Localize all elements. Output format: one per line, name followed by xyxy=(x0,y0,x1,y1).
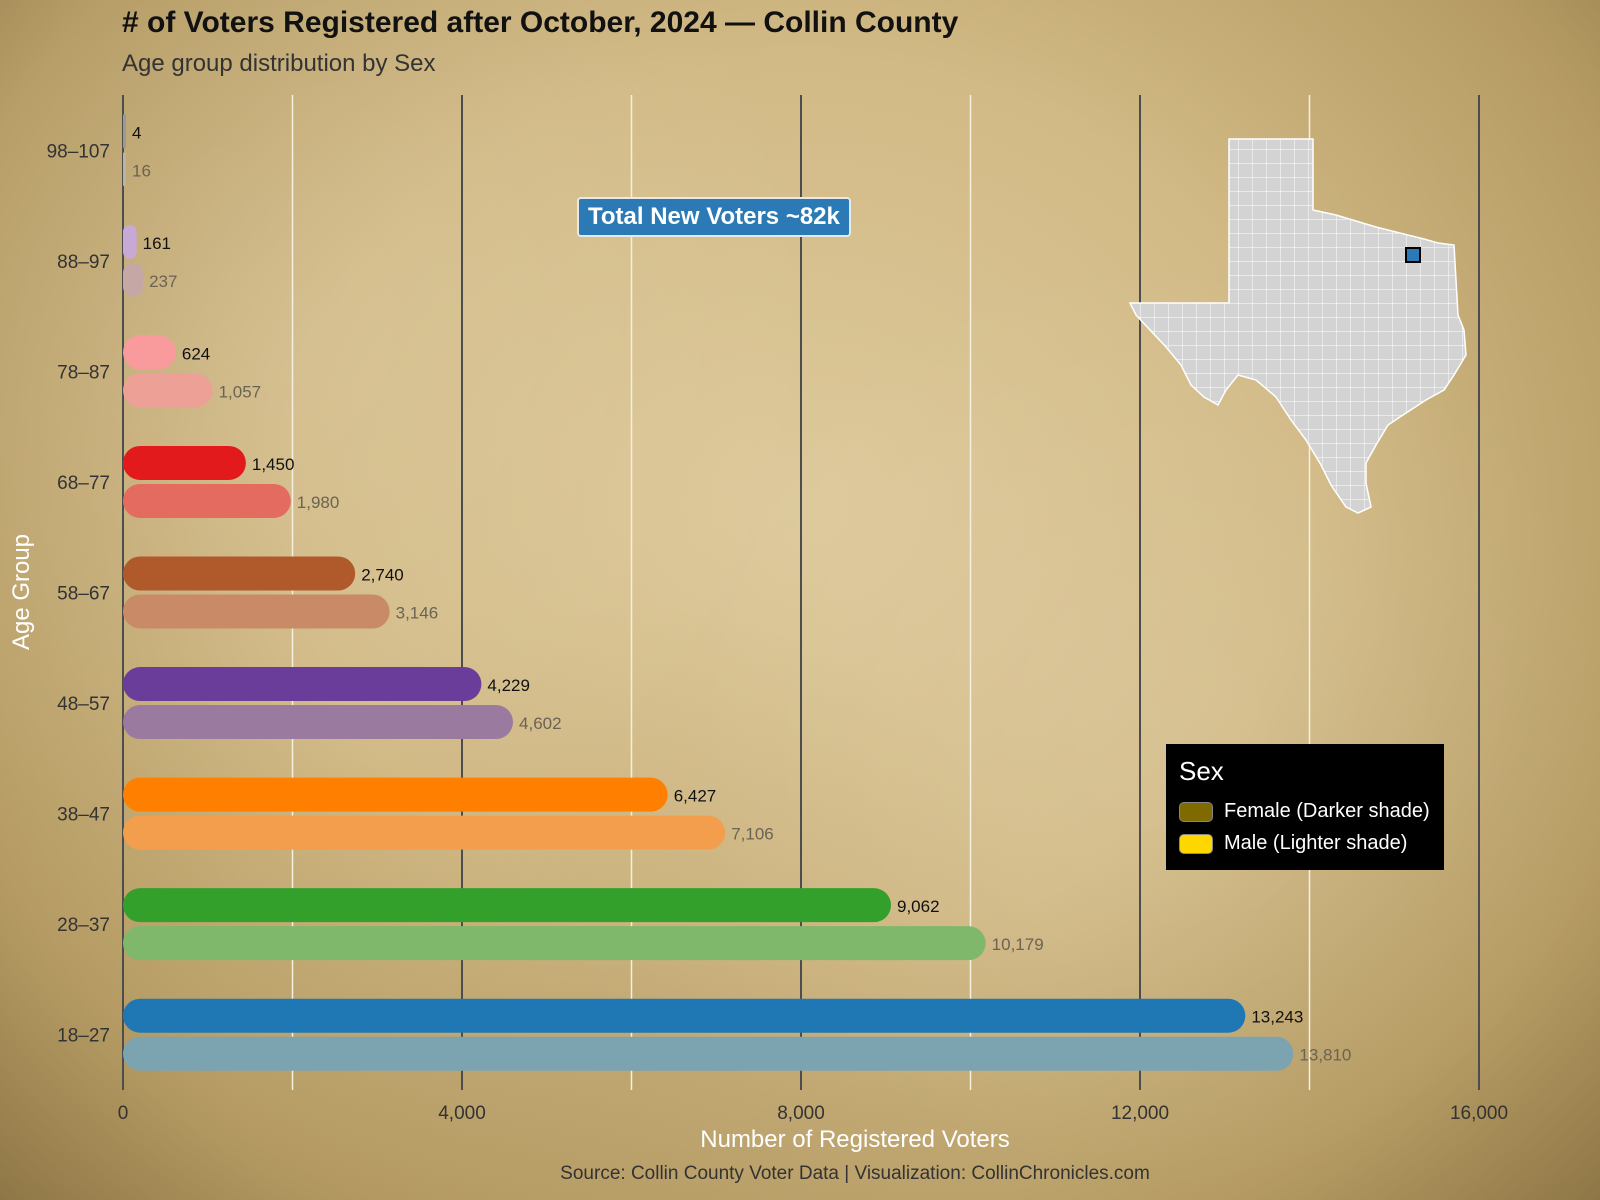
data-label-female: 9,062 xyxy=(897,897,940,916)
data-label-female: 624 xyxy=(182,344,210,363)
legend-title: Sex xyxy=(1179,756,1224,786)
data-label-male: 1,057 xyxy=(219,382,262,401)
y-tick-label: 68–77 xyxy=(57,473,110,494)
bar-female xyxy=(123,114,126,149)
bar-female xyxy=(123,556,356,591)
bar-male xyxy=(123,1036,1294,1071)
x-tick-label: 8,000 xyxy=(777,1103,825,1124)
x-tick-label: 16,000 xyxy=(1450,1103,1508,1124)
y-tick-label: 88–97 xyxy=(57,252,110,273)
county-grid xyxy=(1130,139,1466,513)
bar-female xyxy=(123,777,668,812)
data-label-male: 7,106 xyxy=(731,825,774,844)
chart-subtitle: Age group distribution by Sex xyxy=(122,50,436,77)
data-label-male: 13,810 xyxy=(1299,1046,1351,1065)
legend: Sex Female (Darker shade) Male (Lighter … xyxy=(1166,744,1444,870)
bar-male xyxy=(123,152,126,187)
y-tick-label: 28–37 xyxy=(57,915,110,936)
data-label-female: 6,427 xyxy=(674,787,717,806)
bar-female xyxy=(123,224,137,259)
y-tick-label: 38–47 xyxy=(57,805,110,826)
bar-male xyxy=(123,373,213,408)
data-label-female: 4 xyxy=(132,123,141,142)
data-label-female: 4,229 xyxy=(487,676,530,695)
bar-female xyxy=(123,445,246,480)
bar-male xyxy=(123,594,390,629)
bar-female xyxy=(123,667,482,702)
total-annotation: Total New Voters ~82k xyxy=(577,197,851,237)
y-tick-label: 78–87 xyxy=(57,362,110,383)
x-tick-label: 0 xyxy=(118,1103,129,1124)
x-tick-label: 4,000 xyxy=(438,1103,486,1124)
data-label-female: 161 xyxy=(143,234,171,253)
y-tick-label: 58–67 xyxy=(57,584,110,605)
data-label-male: 4,602 xyxy=(519,714,562,733)
bar-female xyxy=(123,998,1246,1033)
bar-male xyxy=(123,926,986,961)
bar-male xyxy=(123,815,726,850)
chart-title: # of Voters Registered after October, 20… xyxy=(122,6,959,39)
y-tick-label: 18–27 xyxy=(57,1026,110,1047)
x-tick-label: 12,000 xyxy=(1111,1103,1169,1124)
data-label-male: 10,179 xyxy=(992,935,1044,954)
legend-swatch-male xyxy=(1179,834,1213,854)
legend-label-female: Female (Darker shade) xyxy=(1224,800,1430,822)
legend-swatch-female xyxy=(1179,802,1213,822)
y-tick-label: 48–57 xyxy=(57,694,110,715)
bar-female xyxy=(123,888,892,923)
bar-male xyxy=(123,262,144,297)
y-tick-label: 98–107 xyxy=(47,141,110,162)
data-label-female: 1,450 xyxy=(252,455,295,474)
y-axis-label: Age Group xyxy=(8,533,35,651)
data-label-male: 16 xyxy=(132,161,151,180)
bar-female xyxy=(123,335,176,370)
bar-male xyxy=(123,705,514,740)
legend-label-male: Male (Lighter shade) xyxy=(1224,832,1408,854)
data-label-male: 237 xyxy=(149,272,177,291)
texas-inset-map xyxy=(1128,138,1467,514)
data-label-male: 3,146 xyxy=(396,604,439,623)
collin-county-marker xyxy=(1405,247,1421,263)
data-label-male: 1,980 xyxy=(297,493,340,512)
x-axis-label: Number of Registered Voters xyxy=(700,1126,1010,1153)
source-caption: Source: Collin County Voter Data | Visua… xyxy=(560,1163,1150,1184)
data-label-female: 2,740 xyxy=(361,566,404,585)
data-label-female: 13,243 xyxy=(1251,1008,1303,1027)
bar-male xyxy=(123,483,291,518)
